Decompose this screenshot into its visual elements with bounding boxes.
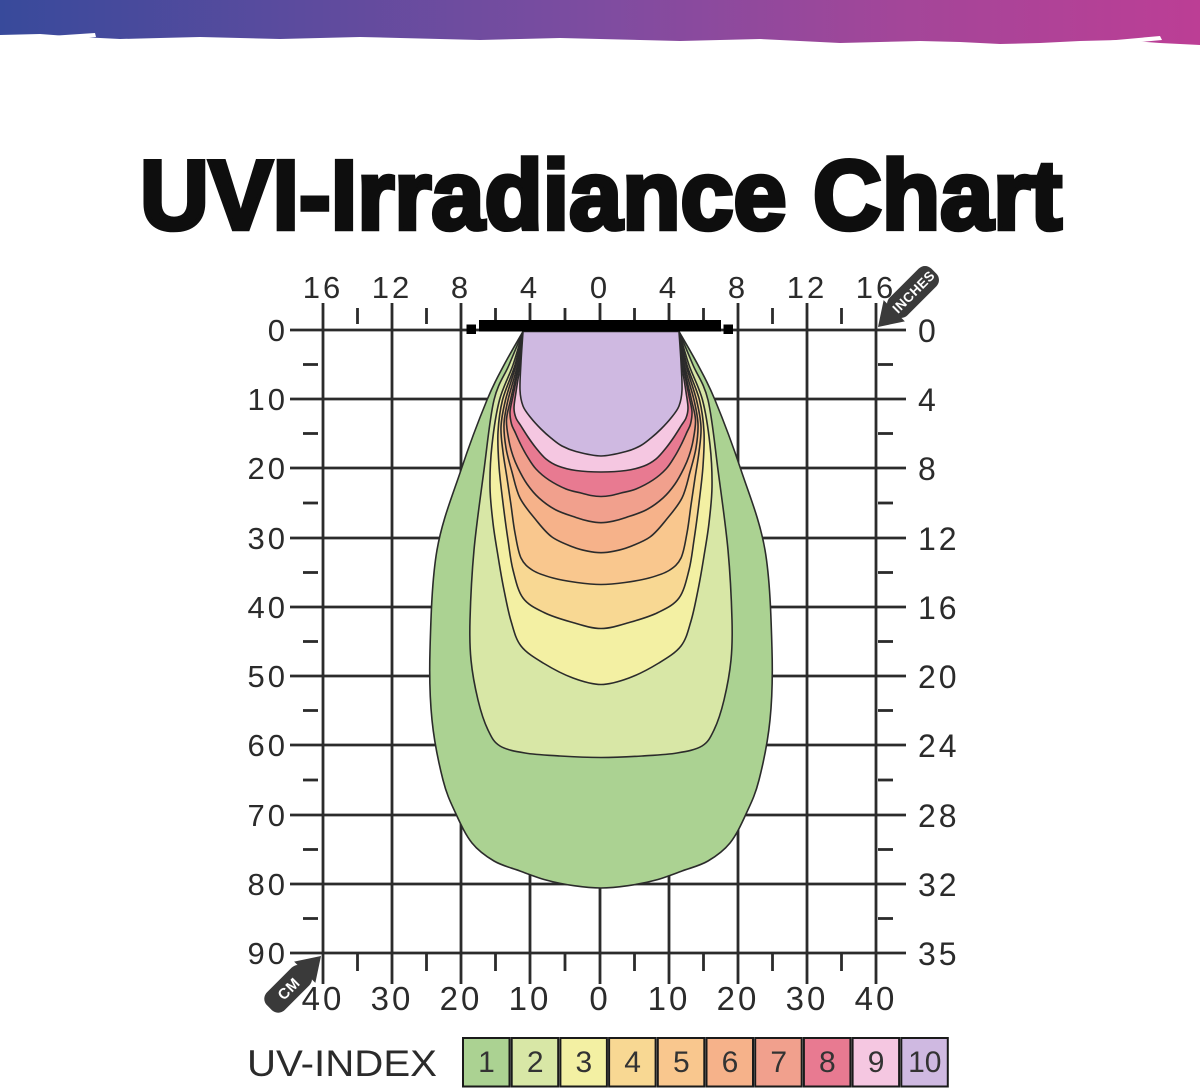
svg-text:12: 12 <box>787 270 827 305</box>
svg-text:12: 12 <box>372 270 412 305</box>
svg-text:30: 30 <box>371 980 414 1017</box>
svg-text:40: 40 <box>855 980 898 1017</box>
svg-text:10: 10 <box>648 980 691 1017</box>
svg-text:16: 16 <box>303 270 343 305</box>
svg-text:20: 20 <box>717 980 760 1017</box>
svg-text:24: 24 <box>918 728 960 764</box>
svg-text:1: 1 <box>478 1046 495 1079</box>
svg-text:2: 2 <box>527 1046 544 1079</box>
svg-text:8: 8 <box>451 270 471 305</box>
svg-text:6: 6 <box>722 1046 739 1079</box>
svg-text:10: 10 <box>908 1046 941 1079</box>
svg-text:20: 20 <box>248 451 288 486</box>
svg-text:0: 0 <box>918 313 939 349</box>
svg-text:40: 40 <box>248 590 288 625</box>
svg-text:8: 8 <box>728 270 748 305</box>
svg-text:5: 5 <box>673 1046 690 1079</box>
svg-text:10: 10 <box>248 382 288 417</box>
svg-text:8: 8 <box>819 1046 836 1079</box>
svg-text:28: 28 <box>918 798 960 834</box>
svg-text:80: 80 <box>248 867 288 902</box>
svg-text:20: 20 <box>440 980 483 1017</box>
svg-text:30: 30 <box>248 521 288 556</box>
svg-text:10: 10 <box>509 980 552 1017</box>
svg-text:4: 4 <box>918 382 939 418</box>
svg-text:4: 4 <box>624 1046 641 1079</box>
svg-text:16: 16 <box>918 590 960 626</box>
svg-text:4: 4 <box>520 270 540 305</box>
svg-text:32: 32 <box>918 867 960 903</box>
svg-text:9: 9 <box>868 1046 885 1079</box>
svg-text:0: 0 <box>589 980 610 1017</box>
svg-text:30: 30 <box>786 980 829 1017</box>
svg-text:7: 7 <box>770 1046 787 1079</box>
svg-text:12: 12 <box>918 521 960 557</box>
svg-text:60: 60 <box>248 728 288 763</box>
svg-text:0: 0 <box>590 270 610 305</box>
svg-text:3: 3 <box>576 1046 593 1079</box>
svg-text:35: 35 <box>918 936 960 972</box>
svg-text:90: 90 <box>248 936 288 971</box>
svg-text:UV-INDEX: UV-INDEX <box>247 1042 437 1084</box>
svg-text:16: 16 <box>856 270 896 305</box>
svg-text:4: 4 <box>659 270 679 305</box>
svg-text:UVI-Irradiance Chart: UVI-Irradiance Chart <box>140 140 1062 250</box>
svg-text:20: 20 <box>918 659 960 695</box>
svg-text:0: 0 <box>268 313 288 348</box>
svg-text:8: 8 <box>918 451 939 487</box>
svg-text:50: 50 <box>248 659 288 694</box>
svg-text:70: 70 <box>248 798 288 833</box>
